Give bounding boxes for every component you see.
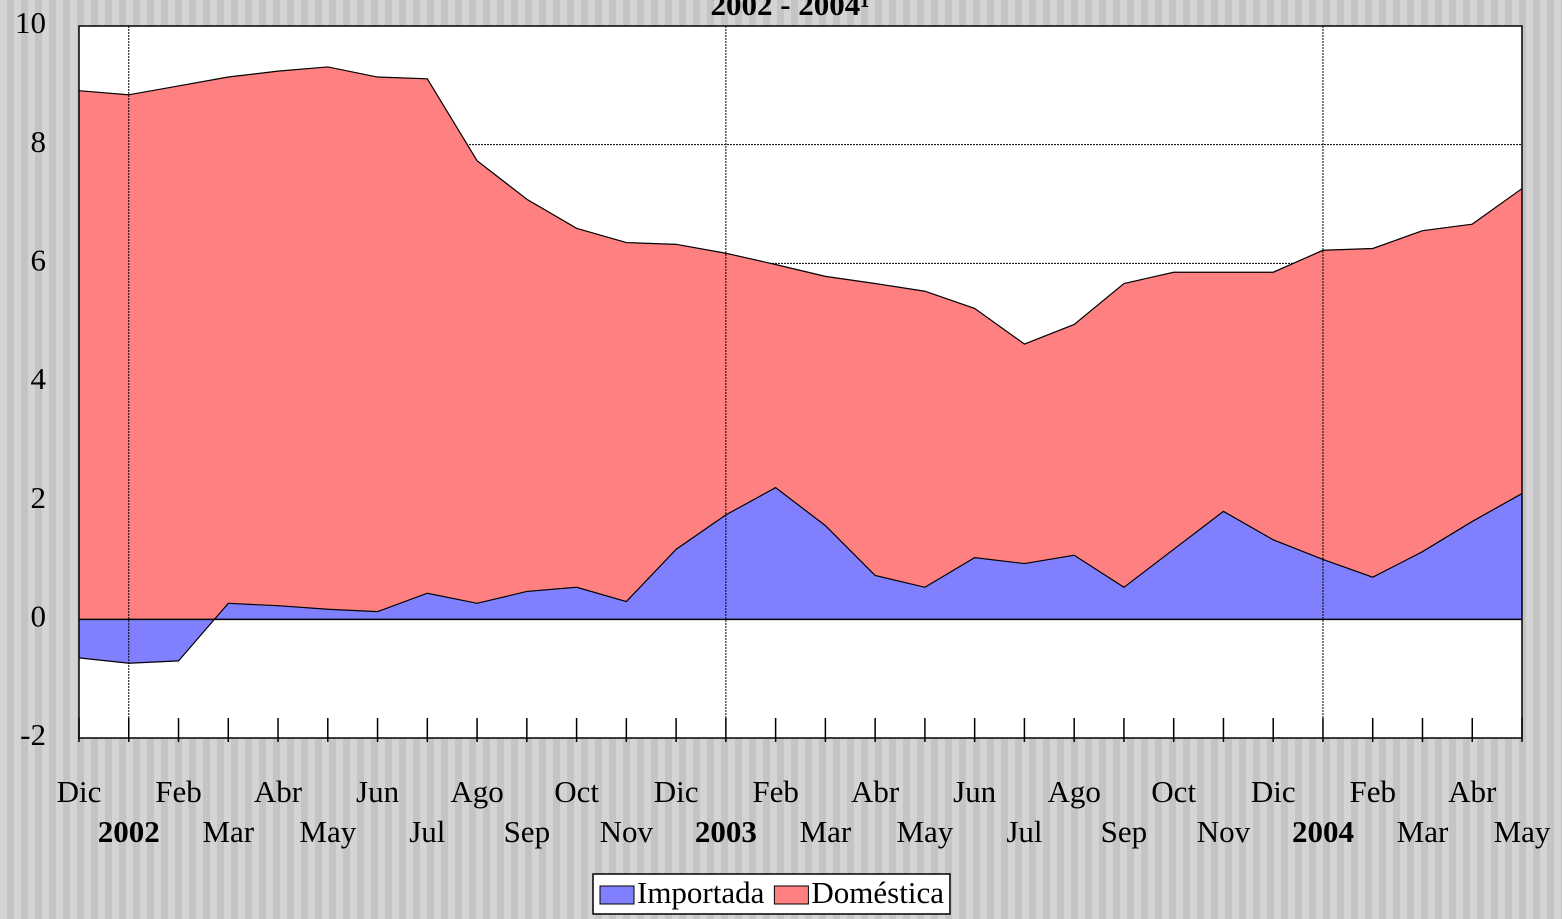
x-tick-label: Abr xyxy=(851,774,900,809)
legend-swatch xyxy=(599,885,635,905)
x-tick-label: Abr xyxy=(1448,774,1497,809)
area xyxy=(79,66,1522,664)
x-tick-label: Mar xyxy=(800,814,852,849)
y-tick-label: 4 xyxy=(31,361,47,396)
x-tick-label: Nov xyxy=(600,814,654,849)
x-tick-label: Nov xyxy=(1197,814,1251,849)
x-tick-label: Mar xyxy=(202,814,254,849)
x-tick-label: Ago xyxy=(1047,774,1100,809)
plot-frame xyxy=(78,25,1523,739)
x-tick-label: May xyxy=(896,814,953,849)
y-tick-label: 2 xyxy=(31,480,47,515)
legend-box xyxy=(592,873,951,915)
area-outline xyxy=(78,486,1523,664)
chart-title: 2002 - 2004¹ xyxy=(710,0,869,22)
x-tick-label: Sep xyxy=(1101,814,1148,849)
x-tick-label: Oct xyxy=(1151,774,1196,809)
legend: Importada Doméstica xyxy=(592,873,951,915)
x-tick-label: Sep xyxy=(504,814,551,849)
x-tick-label: Dic xyxy=(654,774,699,809)
x-tick-label: Jun xyxy=(356,774,400,809)
y-tick-label: 0 xyxy=(31,598,47,633)
x-tick-label: Jul xyxy=(1006,814,1042,849)
x-tick-label: 2002 xyxy=(98,814,160,849)
x-tick-label: May xyxy=(299,814,356,849)
y-tick-label: 8 xyxy=(31,124,47,159)
y-tick-label: -2 xyxy=(20,717,46,752)
x-tick-label: Ago xyxy=(450,774,503,809)
x-tick-label: May xyxy=(1494,814,1551,849)
x-tick-label: Dic xyxy=(1251,774,1296,809)
x-tick-label: Oct xyxy=(554,774,599,809)
x-tick-label: Feb xyxy=(155,774,202,809)
y-tick-label: 6 xyxy=(31,242,47,277)
x-tick-label: Mar xyxy=(1397,814,1449,849)
x-tick-label: 2004 xyxy=(1292,814,1354,849)
x-tick-label: Feb xyxy=(1349,774,1396,809)
x-tick-label: Jun xyxy=(953,774,997,809)
x-tick-label: 2003 xyxy=(695,814,757,849)
legend-swatch xyxy=(773,885,809,905)
legend-label: Importada xyxy=(637,875,765,910)
x-tick-label: Dic xyxy=(57,774,102,809)
legend-label: Doméstica xyxy=(811,875,944,910)
x-tick-label: Abr xyxy=(254,774,303,809)
area-outline xyxy=(78,66,1523,345)
x-tick-label: Feb xyxy=(752,774,799,809)
y-tick-label: 10 xyxy=(15,5,46,40)
x-tick-label: Jul xyxy=(409,814,445,849)
